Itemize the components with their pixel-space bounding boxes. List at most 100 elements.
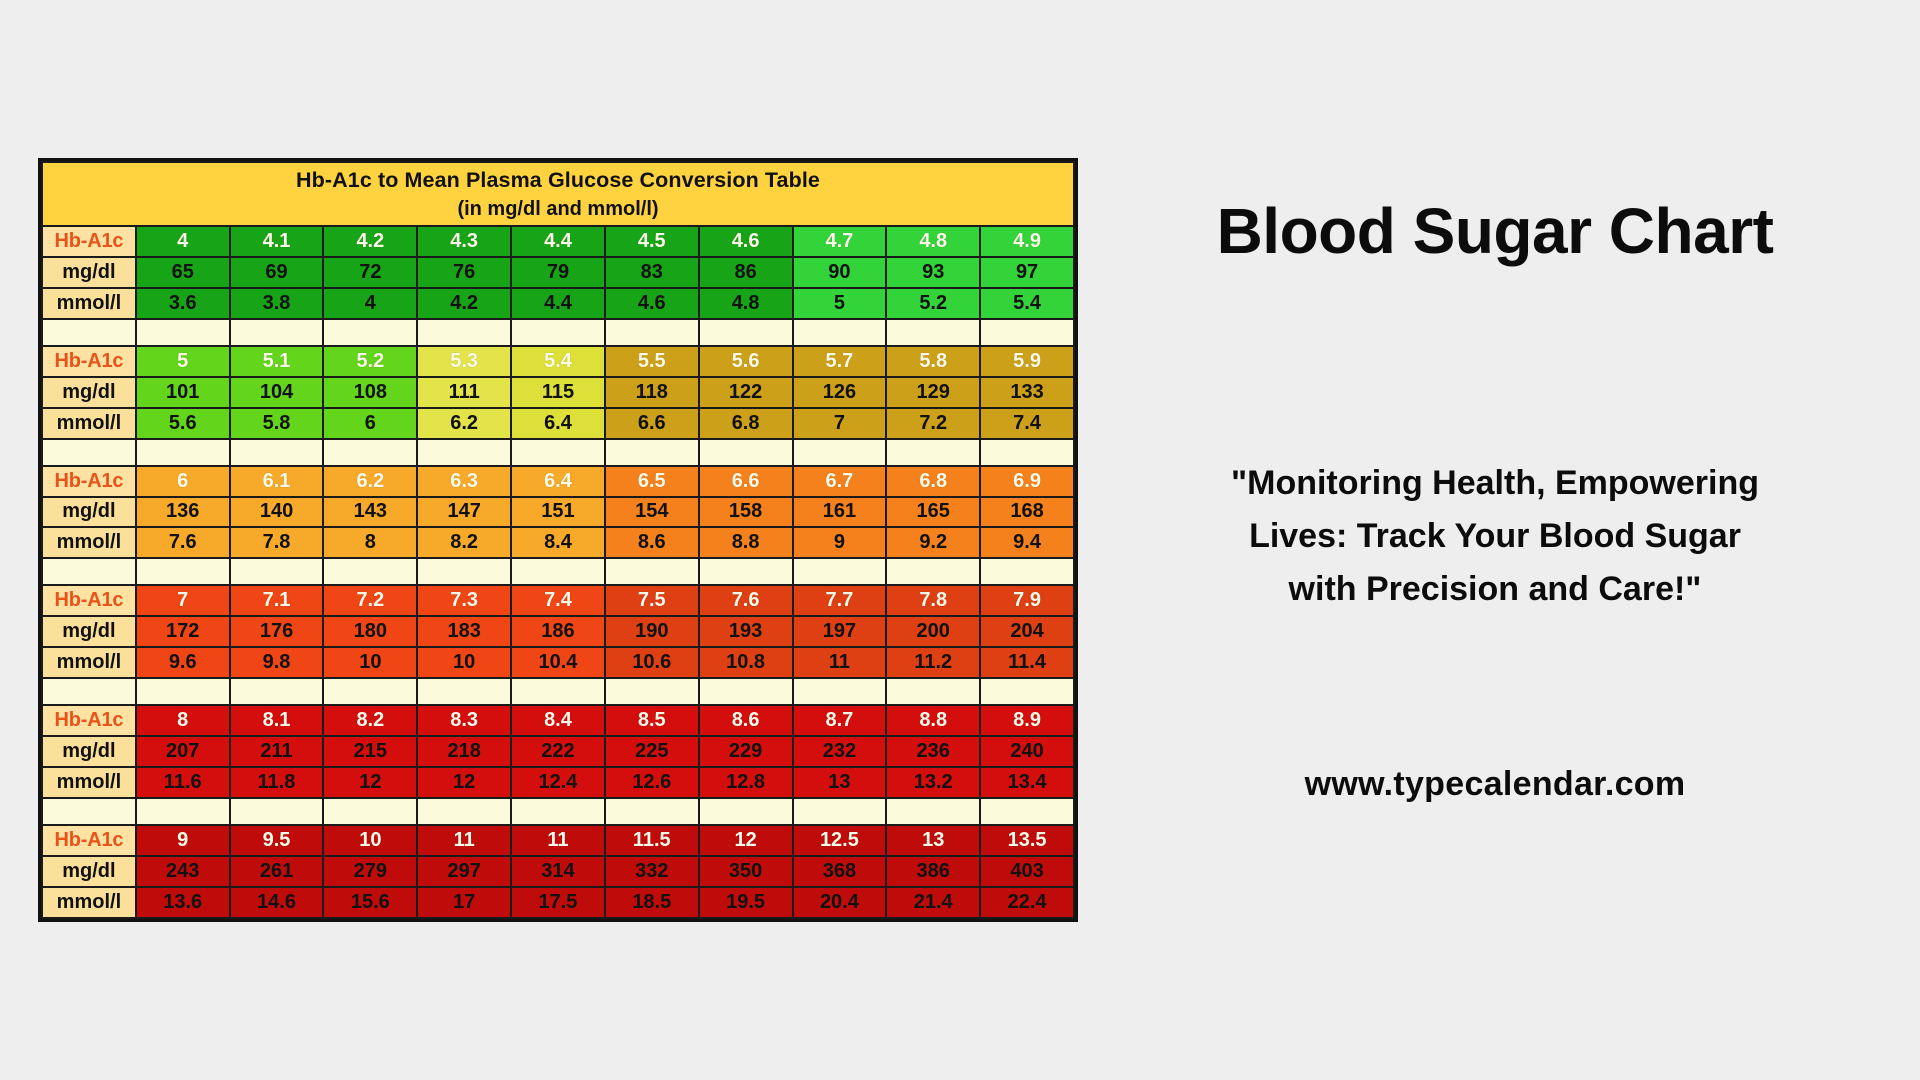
cell-block-6-mgdl-6: 158 xyxy=(697,495,794,529)
cell-block-5-mgdl-3: 111 xyxy=(416,375,513,409)
cell-block-8-mmol-9: 13.4 xyxy=(979,765,1075,799)
cell-block-5-a1c-7: 5.7 xyxy=(791,344,888,378)
conversion-table-panel: Hb-A1c to Mean Plasma Glucose Conversion… xyxy=(38,158,1078,922)
cell-block-9-a1c-6: 12 xyxy=(697,823,794,857)
cell-block-7-mmol-2: 10 xyxy=(322,646,419,680)
cell-block-7-a1c-5: 7.5 xyxy=(603,584,700,618)
cell-block-5-mmol-7: 7 xyxy=(791,406,888,440)
spacer-cell xyxy=(322,317,419,347)
spacer-cell xyxy=(228,677,325,707)
table-row: mg/dl 207 211 215 218 222 225 229 232 236 240 xyxy=(41,735,1075,768)
table-row: mmol/l 5.6 5.8 6 6.2 6.4 6.6 6.8 7 7.2 7.4 xyxy=(41,406,1075,440)
cell-block-4-mgdl-9: 97 xyxy=(979,256,1075,289)
cell-block-5-a1c-9: 5.9 xyxy=(979,344,1075,378)
cell-block-5-mgdl-5: 118 xyxy=(603,375,700,409)
cell-block-9-mmol-8: 21.4 xyxy=(885,885,982,920)
cell-block-8-mgdl-0: 207 xyxy=(134,735,231,768)
table-title-line2: (in mg/dl and mmol/l) xyxy=(457,198,659,221)
spacer-cell xyxy=(979,437,1075,467)
cell-block-5-mmol-8: 7.2 xyxy=(885,406,982,440)
cell-block-4-mgdl-1: 69 xyxy=(228,256,325,289)
cell-block-8-mgdl-6: 229 xyxy=(697,735,794,768)
right-column: Blood Sugar Chart "Monitoring Health, Em… xyxy=(1110,150,1880,804)
cell-block-4-mmol-0: 3.6 xyxy=(134,286,231,320)
spacer-cell xyxy=(322,677,419,707)
tagline-line-1: Lives: Track Your Blood Sugar xyxy=(1249,516,1741,555)
cell-block-6-mmol-1: 7.8 xyxy=(228,526,325,560)
cell-block-7-a1c-8: 7.8 xyxy=(885,584,982,618)
table-row: mg/dl 243 261 279 297 314 332 350 368 386 403 xyxy=(41,854,1075,888)
spacer-label-cell xyxy=(41,437,137,467)
cell-block-7-mgdl-1: 176 xyxy=(228,615,325,649)
cell-block-9-mmol-6: 19.5 xyxy=(697,885,794,920)
cell-block-7-a1c-2: 7.2 xyxy=(322,584,419,618)
cell-block-7-mgdl-6: 193 xyxy=(697,615,794,649)
cell-block-8-a1c-2: 8.2 xyxy=(322,704,419,737)
table-row: Hb-A1c 4 4.1 4.2 4.3 4.4 4.5 4.6 4.7 4.8 4.9 xyxy=(41,225,1075,258)
table-row: mg/dl 65 69 72 76 79 83 86 90 93 97 xyxy=(41,256,1075,289)
cell-block-9-a1c-3: 11 xyxy=(416,823,513,857)
cell-block-4-mmol-8: 5.2 xyxy=(885,286,982,320)
cell-block-5-a1c-0: 5 xyxy=(134,344,231,378)
row-label-mgdl: mg/dl xyxy=(41,735,137,768)
spacer-cell xyxy=(979,796,1075,826)
cell-block-9-mmol-2: 15.6 xyxy=(322,885,419,920)
spacer-cell xyxy=(510,557,606,587)
cell-block-5-mgdl-7: 126 xyxy=(791,375,888,409)
table-row: Hb-A1c 5 5.1 5.2 5.3 5.4 5.5 5.6 5.7 5.8 5.9 xyxy=(41,344,1075,378)
cell-block-4-a1c-2: 4.2 xyxy=(322,225,419,258)
spacer-cell xyxy=(697,796,794,826)
row-label-mmol: mmol/l xyxy=(41,885,137,920)
row-label-a1c: Hb-A1c xyxy=(41,344,137,378)
cell-block-6-a1c-5: 6.5 xyxy=(603,464,700,498)
cell-block-7-mgdl-0: 172 xyxy=(134,615,231,649)
tagline-text: "Monitoring Health, Empowering Lives: Tra… xyxy=(1110,457,1880,615)
cell-block-6-a1c-7: 6.7 xyxy=(791,464,888,498)
spacer-cell xyxy=(791,796,888,826)
cell-block-4-mmol-3: 4.2 xyxy=(416,286,513,320)
cell-block-7-a1c-4: 7.4 xyxy=(510,584,606,618)
conversion-table: Hb-A1c to Mean Plasma Glucose Conversion… xyxy=(41,160,1075,920)
cell-block-7-a1c-0: 7 xyxy=(134,584,231,618)
cell-block-8-mgdl-2: 215 xyxy=(322,735,419,768)
cell-block-9-mgdl-4: 314 xyxy=(510,854,606,888)
spacer-cell xyxy=(885,677,982,707)
cell-block-9-a1c-7: 12.5 xyxy=(791,823,888,857)
cell-block-7-mmol-7: 11 xyxy=(791,646,888,680)
cell-block-5-mmol-6: 6.8 xyxy=(697,406,794,440)
table-title-line1: Hb-A1c to Mean Plasma Glucose Conversion… xyxy=(296,167,820,192)
cell-block-5-mgdl-9: 133 xyxy=(979,375,1075,409)
spacer-cell xyxy=(228,317,325,347)
cell-block-9-mgdl-2: 279 xyxy=(322,854,419,888)
spacer-cell xyxy=(416,796,513,826)
cell-block-8-mmol-6: 12.8 xyxy=(697,765,794,799)
cell-block-9-mmol-4: 17.5 xyxy=(510,885,606,920)
cell-block-4-a1c-0: 4 xyxy=(134,225,231,258)
cell-block-6-mmol-3: 8.2 xyxy=(416,526,513,560)
cell-block-9-mmol-3: 17 xyxy=(416,885,513,920)
cell-block-8-a1c-7: 8.7 xyxy=(791,704,888,737)
spacer-cell xyxy=(322,557,419,587)
tagline-line-2: with Precision and Care!" xyxy=(1288,569,1702,608)
cell-block-4-a1c-3: 4.3 xyxy=(416,225,513,258)
cell-block-6-a1c-8: 6.8 xyxy=(885,464,982,498)
row-label-mmol: mmol/l xyxy=(41,286,137,320)
cell-block-5-a1c-1: 5.1 xyxy=(228,344,325,378)
page-title: Blood Sugar Chart xyxy=(1216,195,1774,267)
cell-block-7-mmol-5: 10.6 xyxy=(603,646,700,680)
cell-block-6-mgdl-5: 154 xyxy=(603,495,700,529)
row-label-mgdl: mg/dl xyxy=(41,256,137,289)
cell-block-5-mmol-9: 7.4 xyxy=(979,406,1075,440)
cell-block-9-mmol-9: 22.4 xyxy=(979,885,1075,920)
cell-block-6-mgdl-9: 168 xyxy=(979,495,1075,529)
cell-block-9-a1c-2: 10 xyxy=(322,823,419,857)
cell-block-6-mgdl-7: 161 xyxy=(791,495,888,529)
table-title-cell: Hb-A1c to Mean Plasma Glucose Conversion… xyxy=(41,160,1075,228)
cell-block-9-a1c-1: 9.5 xyxy=(228,823,325,857)
row-label-mmol: mmol/l xyxy=(41,526,137,560)
table-row: mg/dl 136 140 143 147 151 154 158 161 165 168 xyxy=(41,495,1075,529)
table-spacer-row xyxy=(41,677,1075,707)
table-row: Hb-A1c 6 6.1 6.2 6.3 6.4 6.5 6.6 6.7 6.8 6.9 xyxy=(41,464,1075,498)
row-label-a1c: Hb-A1c xyxy=(41,464,137,498)
table-row: mmol/l 13.6 14.6 15.6 17 17.5 18.5 19.5 20.4 21.4… xyxy=(41,885,1075,920)
